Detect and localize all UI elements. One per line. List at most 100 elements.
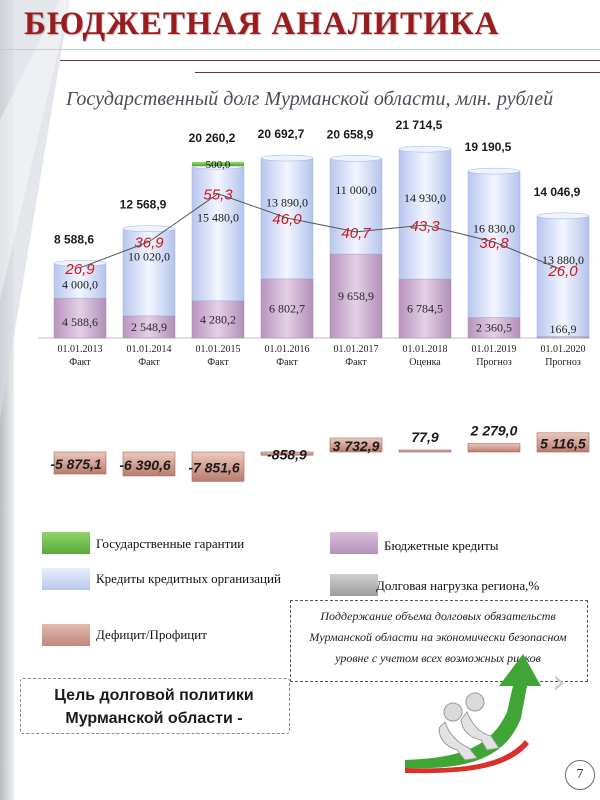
x-tick-note: Факт	[138, 357, 160, 368]
debt-chart: 4 588,64 000,08 588,626,901.01.2013Факт2…	[38, 118, 590, 482]
x-tick-note: Факт	[69, 357, 91, 368]
credit-org-value-label: 10 020,0	[128, 249, 170, 263]
bar-top-cap	[467, 167, 521, 175]
budget-credits-value-label: 9 658,9	[338, 289, 374, 303]
load-value-label: 40,7	[341, 225, 371, 242]
note-box	[290, 600, 588, 682]
balance-value-label: 3 732,9	[333, 438, 380, 454]
budget-credits-value-label: 6 784,5	[407, 302, 443, 316]
page-number: 7	[565, 760, 595, 790]
x-tick-label: 01.01.2014	[127, 344, 172, 355]
goal-text: Цель долговой политики Мурманской област…	[22, 684, 286, 730]
balance-bar	[398, 449, 452, 453]
x-tick-label: 01.01.2018	[403, 344, 448, 355]
bar-budget-credits	[260, 278, 314, 339]
balance-value-label: 2 279,0	[470, 422, 518, 438]
load-value-label: 46,0	[272, 211, 302, 228]
budget-credits-value-label: 4 588,6	[62, 315, 98, 329]
credit-org-value-label: 14 930,0	[404, 191, 446, 205]
balance-value-label: 5 116,5	[540, 435, 586, 451]
bar-credit-org	[536, 215, 590, 337]
x-tick-label: 01.01.2015	[196, 344, 241, 355]
total-value-label: 19 190,5	[465, 140, 512, 154]
legend-label-guarantees: Государственные гарантии	[96, 536, 245, 551]
balance-bar	[329, 437, 383, 453]
growth-illustration	[405, 654, 541, 774]
x-tick-label: 01.01.2017	[334, 344, 379, 355]
decorative-wedge	[0, 0, 70, 420]
x-tick-note: Прогноз	[545, 357, 581, 368]
credit-org-value-label: 16 830,0	[473, 221, 515, 235]
load-value-label: 43,3	[410, 218, 440, 235]
bar-credit-org	[53, 263, 107, 299]
title-rule-2	[195, 72, 600, 73]
balance-bar	[467, 443, 521, 453]
bar-credit-org	[122, 228, 176, 317]
x-tick-note: Оценка	[409, 357, 441, 368]
legend-label-load: Долговая нагрузка региона,%	[376, 578, 540, 593]
goal-box	[20, 678, 290, 734]
bar-credit-org	[398, 148, 452, 280]
total-value-label: 20 260,2	[189, 131, 236, 145]
balance-bar	[260, 451, 314, 456]
legend-label-credit-org: Кредиты кредитных организаций	[96, 571, 281, 586]
legend-swatch-load	[330, 574, 378, 596]
total-value-label: 12 568,9	[120, 198, 167, 212]
credit-org-value-label: 11 000,0	[335, 183, 377, 197]
bar-top-cap	[53, 260, 107, 267]
load-value-label: 36,9	[134, 235, 164, 252]
total-value-label: 8 588,6	[54, 232, 94, 246]
budget-credits-value-label: 6 802,7	[269, 301, 305, 315]
x-tick-label: 01.01.2020	[541, 344, 586, 355]
credit-org-value-label: 4 000,0	[62, 278, 98, 292]
legend-label-deficit: Дефицит/Профицит	[96, 627, 207, 642]
bar-top-cap	[329, 155, 383, 162]
x-tick-label: 01.01.2016	[265, 344, 310, 355]
bar-budget-credits	[329, 253, 383, 339]
chart-title: Государственный долг Мурманской области,…	[66, 88, 554, 110]
load-value-label: 55,3	[203, 187, 233, 204]
legend-swatch-guarantees	[42, 532, 90, 554]
bar-top-cap	[536, 212, 590, 220]
balance-value-label: -6 390,6	[119, 457, 171, 473]
bar-credit-org	[329, 158, 383, 255]
legend-swatch-deficit	[42, 624, 90, 646]
balance-value-label: -858,9	[267, 447, 307, 463]
balance-value-label: 77,9	[411, 429, 438, 445]
credit-org-value-label: 13 890,0	[266, 195, 308, 209]
x-tick-note: Факт	[345, 357, 367, 368]
bar-top-cap	[398, 145, 452, 153]
balance-value-label: -7 851,6	[188, 460, 240, 476]
x-tick-note: Факт	[276, 357, 298, 368]
balance-bar	[122, 451, 176, 477]
bar-credit-org	[191, 165, 245, 302]
bar-budget-credits	[53, 297, 107, 339]
legend-label-budget-credits: Бюджетные кредиты	[384, 538, 499, 553]
bar-top-cap	[260, 154, 314, 162]
next-slide-chevron-icon[interactable]: ›	[552, 662, 566, 702]
bar-budget-credits	[398, 278, 452, 339]
guarantees-value-label: 500,0	[206, 159, 231, 171]
credit-org-value-label: 13 880,0	[542, 253, 584, 267]
page-title: БЮДЖЕТНАЯ АНАЛИТИКА	[24, 6, 500, 42]
x-tick-label: 01.01.2013	[58, 344, 103, 355]
total-value-label: 20 692,7	[258, 127, 305, 141]
bar-top-cap	[122, 225, 176, 232]
balance-bar	[536, 432, 590, 453]
load-value-label: 36,8	[479, 235, 509, 252]
bar-guarantees	[192, 161, 244, 167]
note-text: Поддержание объема долговых обязательств…	[309, 609, 567, 665]
total-value-label: 14 046,9	[534, 185, 581, 199]
title-rule-1	[60, 60, 600, 61]
balance-bar	[191, 451, 245, 482]
x-tick-note: Прогноз	[476, 357, 512, 368]
legend-swatch-credit-org	[42, 568, 90, 590]
balance-bar	[53, 451, 107, 475]
budget-credits-value-label: 2 360,5	[476, 321, 512, 335]
budget-credits-value-label: 2 548,9	[131, 320, 167, 334]
title-underline	[0, 49, 600, 50]
bar-credit-org	[467, 170, 521, 318]
total-value-label: 21 714,5	[396, 118, 443, 132]
load-line	[79, 193, 564, 271]
x-tick-note: Факт	[207, 357, 229, 368]
